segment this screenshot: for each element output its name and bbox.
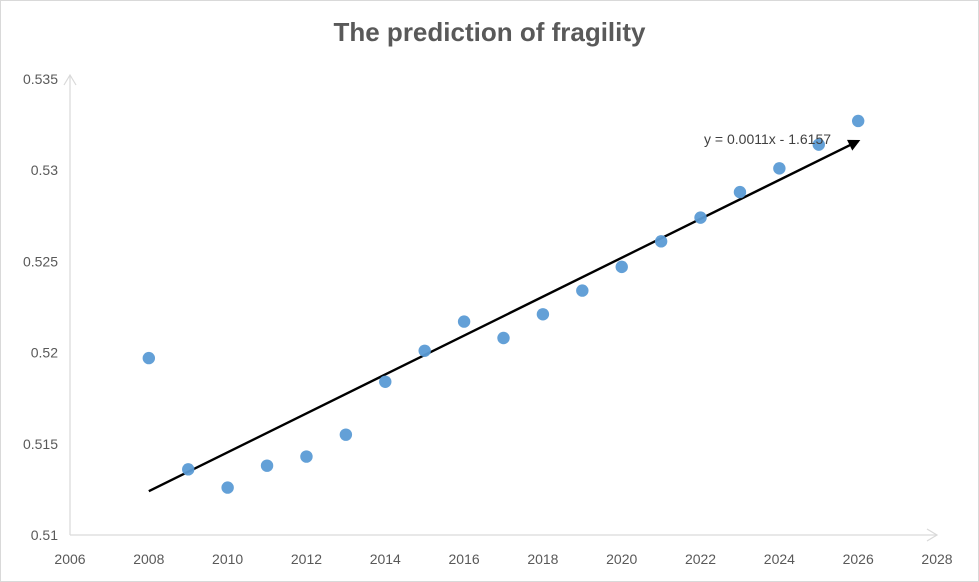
y-tick-label: 0.535 — [23, 71, 58, 87]
annotations: y = 0.0011x - 1.6157 — [704, 131, 831, 147]
x-tick-label: 2018 — [527, 551, 558, 567]
y-tick-label: 0.51 — [31, 527, 58, 543]
data-point — [418, 344, 431, 357]
data-point — [812, 138, 825, 151]
data-point — [733, 185, 747, 199]
data-points — [142, 114, 865, 494]
trend-line — [148, 139, 861, 493]
x-tick-label: 2012 — [291, 551, 322, 567]
y-tick-label: 0.525 — [23, 253, 58, 269]
data-point — [182, 463, 195, 476]
data-point — [260, 459, 274, 472]
data-point — [536, 308, 550, 321]
trend-arrow — [148, 139, 861, 493]
x-tick-label: 2026 — [843, 551, 874, 567]
data-point — [576, 284, 589, 297]
data-point — [851, 114, 865, 128]
axes — [63, 73, 939, 542]
data-point — [379, 375, 392, 388]
data-point — [773, 162, 786, 175]
x-tick-label: 2008 — [133, 551, 164, 567]
x-tick-label: 2016 — [449, 551, 480, 567]
data-point — [339, 428, 353, 441]
trendline-equation: y = 0.0011x - 1.6157 — [704, 131, 831, 147]
x-tick-label: 2028 — [921, 551, 952, 567]
data-point — [221, 481, 234, 494]
x-tick-label: 2010 — [212, 551, 243, 567]
data-point — [497, 331, 510, 345]
x-axis-arrow — [926, 528, 939, 542]
data-point — [142, 351, 156, 365]
y-axis-arrow — [63, 73, 77, 86]
x-tick-label: 2006 — [54, 551, 85, 567]
x-tick-label: 2014 — [370, 551, 401, 567]
data-point — [457, 315, 471, 328]
data-point — [654, 235, 668, 248]
y-tick-label: 0.53 — [31, 162, 58, 178]
data-point — [694, 211, 707, 224]
data-point — [615, 260, 628, 274]
x-tick-label: 2024 — [764, 551, 795, 567]
x-tick-label: 2020 — [606, 551, 637, 567]
y-tick-label: 0.515 — [23, 436, 58, 452]
tick-labels: 2006 2008 2010 2012 2014 2016 2018 2020 2022 2024… — [23, 71, 953, 567]
y-tick-label: 0.52 — [31, 345, 58, 361]
x-tick-label: 2022 — [685, 551, 716, 567]
data-point — [300, 450, 313, 463]
chart-title: The prediction of fragility — [333, 17, 646, 47]
